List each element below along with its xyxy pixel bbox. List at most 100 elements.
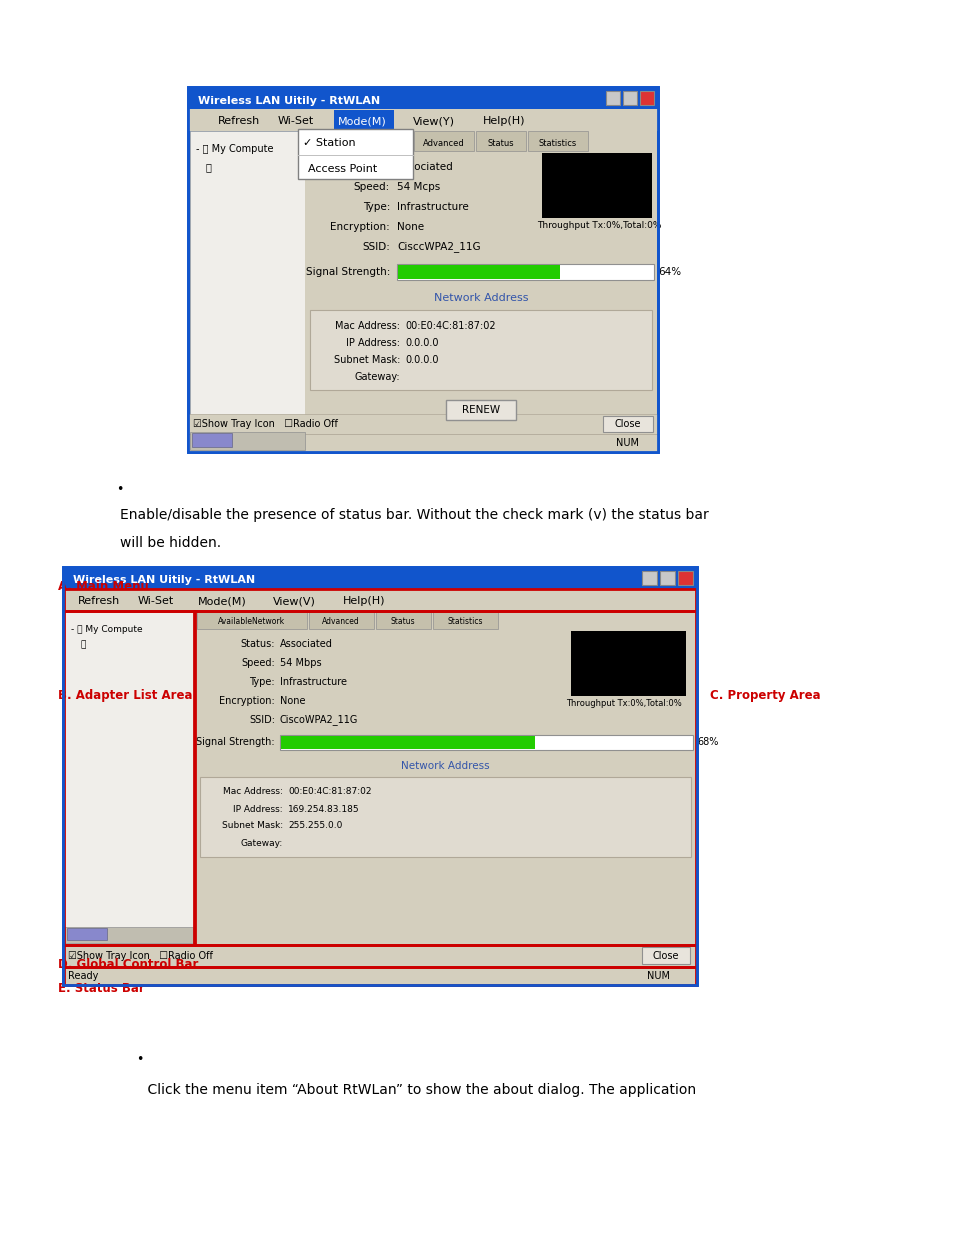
Text: Speed:: Speed:: [354, 182, 390, 191]
Bar: [63, 589, 697, 611]
Bar: [605, 91, 619, 105]
Text: Signal Strength:: Signal Strength:: [196, 737, 274, 747]
Text: 💻: 💻: [206, 162, 212, 172]
Text: Infrastructure: Infrastructure: [280, 677, 347, 687]
Text: View(V): View(V): [273, 597, 315, 606]
Bar: [188, 86, 658, 452]
Bar: [334, 110, 394, 130]
Text: •: •: [136, 1053, 144, 1067]
Text: Subnet Mask:: Subnet Mask:: [222, 821, 283, 830]
Bar: [678, 571, 692, 585]
Text: Type:: Type:: [249, 677, 274, 687]
Bar: [200, 777, 690, 857]
Text: IP Address:: IP Address:: [346, 338, 399, 348]
Text: Gateway:: Gateway:: [354, 372, 399, 382]
Text: Network Address: Network Address: [434, 293, 528, 303]
Bar: [63, 967, 697, 986]
Text: Wi-Set: Wi-Set: [138, 597, 174, 606]
Text: None: None: [280, 697, 305, 706]
Text: Advanced: Advanced: [322, 618, 359, 626]
Text: Ready: Ready: [68, 971, 98, 981]
Bar: [305, 131, 657, 452]
Text: Help(H): Help(H): [343, 597, 385, 606]
Text: Status: Status: [391, 618, 415, 626]
Text: Click the menu item “About RtWLan” to show the about dialog. The application: Click the menu item “About RtWLan” to sh…: [130, 1083, 696, 1097]
Text: Network Address: Network Address: [400, 761, 489, 771]
Bar: [641, 947, 689, 965]
Text: •: •: [116, 483, 124, 496]
Text: Wireless LAN Uitily - RtWLAN: Wireless LAN Uitily - RtWLAN: [198, 96, 379, 106]
Bar: [64, 611, 193, 945]
Bar: [192, 433, 232, 447]
Text: Statistics: Statistics: [538, 138, 577, 147]
Bar: [190, 432, 305, 450]
Bar: [194, 611, 696, 945]
Text: C. Property Area: C. Property Area: [709, 688, 820, 701]
Text: Status:: Status:: [353, 162, 390, 172]
Bar: [309, 611, 374, 629]
Bar: [64, 945, 696, 967]
Bar: [622, 91, 637, 105]
Bar: [396, 264, 654, 280]
Text: Wireless LAN Uitily - RtWLAN: Wireless LAN Uitily - RtWLAN: [73, 576, 254, 585]
Text: Mode(M): Mode(M): [198, 597, 247, 606]
Bar: [602, 416, 652, 432]
Text: 54 Mbps: 54 Mbps: [280, 658, 321, 668]
Text: A. Main Menu: A. Main Menu: [58, 579, 149, 593]
Bar: [65, 927, 193, 944]
Text: will be hidden.: will be hidden.: [120, 536, 221, 550]
Text: Type:: Type:: [362, 203, 390, 212]
Bar: [64, 967, 696, 986]
Bar: [527, 131, 587, 151]
Text: None: None: [396, 222, 424, 232]
Text: Advanced: Advanced: [423, 138, 464, 147]
Text: 0.0.0.0: 0.0.0.0: [405, 338, 438, 348]
Text: Encryption:: Encryption:: [330, 222, 390, 232]
Bar: [190, 131, 305, 432]
Text: 169.254.83.185: 169.254.83.185: [288, 804, 359, 814]
Text: CisccWPA2_11G: CisccWPA2_11G: [396, 242, 480, 252]
Text: B. Adapter List Area: B. Adapter List Area: [58, 688, 193, 701]
Text: Enable/disable the presence of status bar. Without the check mark (v) the status: Enable/disable the presence of status ba…: [120, 508, 708, 522]
Bar: [63, 567, 697, 986]
Text: - 💻 My Compute: - 💻 My Compute: [71, 625, 143, 634]
Bar: [659, 571, 675, 585]
Bar: [397, 266, 559, 279]
Bar: [414, 131, 474, 151]
Text: 00:E0:4C:81:87:02: 00:E0:4C:81:87:02: [288, 788, 371, 797]
Text: NUM: NUM: [646, 971, 669, 981]
Text: RENEW: RENEW: [461, 405, 499, 415]
Bar: [571, 631, 685, 697]
Text: Throughput Tx:0%,Total:0%: Throughput Tx:0%,Total:0%: [537, 221, 660, 231]
Text: 00:E0:4C:81:87:02: 00:E0:4C:81:87:02: [405, 321, 496, 331]
Text: Wi-Set: Wi-Set: [277, 116, 314, 126]
Bar: [64, 589, 696, 611]
Text: AvailableNetwork: AvailableNetwork: [322, 138, 395, 147]
Bar: [63, 567, 697, 986]
Text: 💻: 💻: [81, 641, 87, 650]
Text: ☑Show Tray Icon   ☐Radio Off: ☑Show Tray Icon ☐Radio Off: [68, 951, 213, 961]
Text: ✓ Station: ✓ Station: [303, 138, 355, 148]
Bar: [541, 153, 651, 219]
Text: 68%: 68%: [697, 737, 718, 747]
Bar: [188, 86, 658, 452]
Bar: [375, 611, 431, 629]
Text: NUM: NUM: [616, 438, 639, 448]
Bar: [188, 109, 658, 131]
Bar: [63, 567, 697, 589]
Text: Signal Strength:: Signal Strength:: [305, 267, 390, 277]
Text: Throughput Tx:0%,Total:0%: Throughput Tx:0%,Total:0%: [565, 699, 681, 708]
Text: - 💻 My Compute: - 💻 My Compute: [195, 144, 274, 154]
Text: Help(H): Help(H): [482, 116, 525, 126]
Bar: [639, 91, 654, 105]
Text: Associated: Associated: [280, 638, 333, 650]
Text: Access Point: Access Point: [308, 164, 376, 174]
Text: Associated: Associated: [396, 162, 454, 172]
Bar: [280, 735, 692, 750]
Text: Gateway:: Gateway:: [240, 839, 283, 847]
Text: SSID:: SSID:: [362, 242, 390, 252]
Text: ☑Show Tray Icon   ☐Radio Off: ☑Show Tray Icon ☐Radio Off: [193, 419, 337, 429]
Text: 64%: 64%: [658, 267, 680, 277]
Text: Statistics: Statistics: [447, 618, 482, 626]
Bar: [476, 131, 525, 151]
